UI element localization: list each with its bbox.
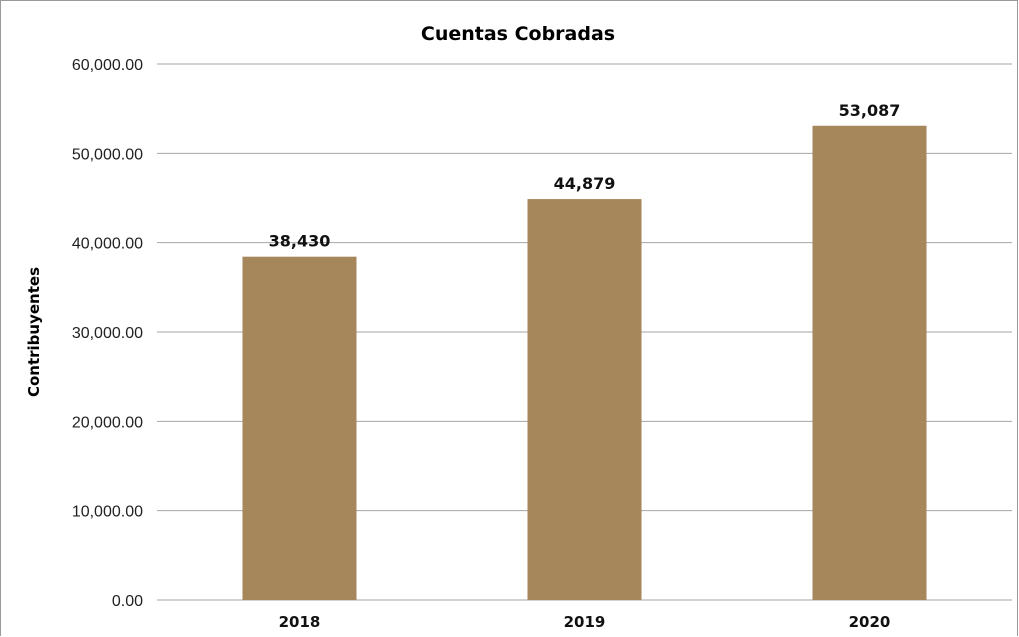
bar — [527, 199, 642, 600]
bar — [242, 256, 357, 600]
data-label: 38,430 — [269, 232, 331, 251]
data-label: 44,879 — [554, 174, 616, 193]
data-label: 53,087 — [839, 101, 901, 120]
bar — [812, 125, 927, 600]
data-labels: 38,430 44,879 53,087 — [269, 101, 901, 251]
y-tick-label: 50,000.00 — [72, 146, 143, 163]
x-tick-label: 2020 — [849, 613, 891, 631]
y-tick-label: 0.00 — [112, 593, 143, 610]
y-tick-label: 30,000.00 — [72, 325, 143, 342]
chart-title: Cuentas Cobradas — [421, 23, 615, 45]
y-tick-label: 20,000.00 — [72, 414, 143, 431]
y-tick-label: 10,000.00 — [72, 504, 143, 521]
bars — [242, 125, 927, 600]
x-tick-label: 2019 — [564, 613, 606, 631]
y-axis-ticks: 0.00 10,000.00 20,000.00 30,000.00 40,000.00… — [72, 57, 143, 610]
y-tick-label: 60,000.00 — [72, 57, 143, 74]
x-axis-ticks: 2018 2019 2020 — [279, 613, 891, 631]
x-tick-label: 2018 — [279, 613, 321, 631]
y-axis-label: Contribuyentes — [25, 267, 43, 397]
y-tick-label: 40,000.00 — [72, 236, 143, 253]
